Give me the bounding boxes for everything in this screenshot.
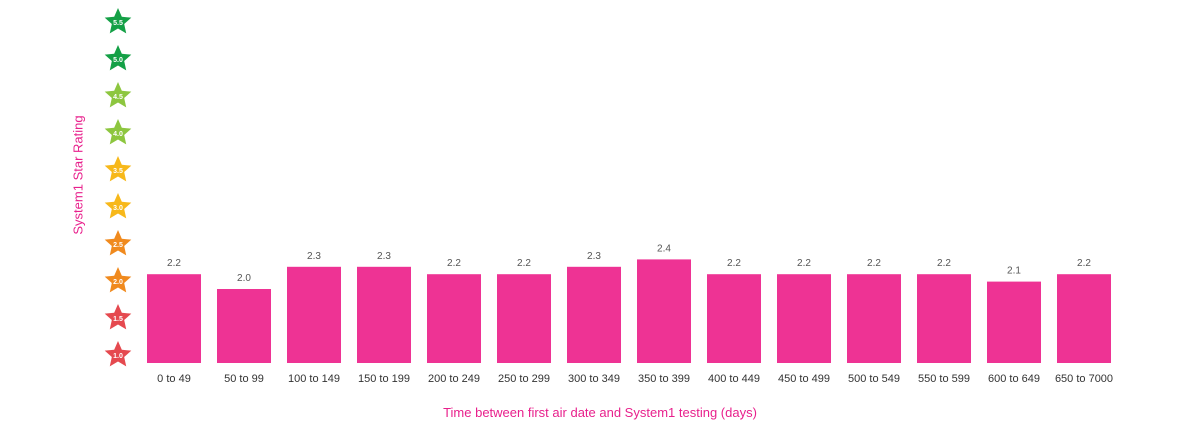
y-tick-label: 2.0	[113, 279, 123, 286]
y-tick-label: 2.5	[113, 242, 123, 249]
y-tick-star-icon	[104, 304, 132, 330]
y-tick-label: 4.0	[113, 131, 123, 138]
bar	[567, 266, 621, 363]
x-tick-label: 500 to 549	[848, 373, 900, 385]
y-tick-star-icon	[104, 119, 132, 145]
y-tick-star-icon	[104, 8, 132, 34]
x-tick-label: 350 to 399	[638, 373, 690, 385]
bar	[147, 274, 201, 363]
y-tick-label: 3.5	[113, 168, 123, 175]
bar	[987, 281, 1041, 363]
x-tick-label: 450 to 499	[778, 373, 830, 385]
bar	[1057, 274, 1111, 363]
bar-value-label: 2.2	[797, 258, 811, 269]
x-tick-label: 50 to 99	[224, 373, 264, 385]
bar-value-label: 2.2	[1077, 258, 1091, 269]
bar-value-label: 2.0	[237, 273, 251, 284]
x-tick-label: 150 to 199	[358, 373, 410, 385]
bar	[847, 274, 901, 363]
bar-value-label: 2.4	[657, 243, 671, 254]
y-tick-label: 5.5	[113, 20, 123, 27]
bar-value-label: 2.3	[307, 251, 321, 262]
y-tick-star-icon	[104, 267, 132, 293]
y-tick-label: 1.5	[113, 316, 123, 323]
x-tick-label: 100 to 149	[288, 373, 340, 385]
y-tick-label: 4.5	[113, 94, 123, 101]
bar	[427, 274, 481, 363]
bar	[357, 266, 411, 363]
bar-value-label: 2.3	[587, 251, 601, 262]
bar	[637, 259, 691, 363]
bar-value-label: 2.2	[937, 258, 951, 269]
x-tick-label: 600 to 649	[988, 373, 1040, 385]
bar	[217, 289, 271, 363]
bar	[917, 274, 971, 363]
bar	[777, 274, 831, 363]
x-tick-label: 550 to 599	[918, 373, 970, 385]
y-tick-star-icon	[104, 193, 132, 219]
y-tick-label: 3.0	[113, 205, 123, 212]
bar	[707, 274, 761, 363]
bar-value-label: 2.1	[1007, 266, 1021, 277]
x-tick-label: 0 to 49	[157, 373, 191, 385]
x-axis-title: Time between first air date and System1 …	[443, 405, 757, 420]
bar-value-label: 2.2	[867, 258, 881, 269]
x-tick-label: 300 to 349	[568, 373, 620, 385]
x-tick-label: 200 to 249	[428, 373, 480, 385]
y-tick-star-icon	[104, 82, 132, 108]
x-tick-label: 400 to 449	[708, 373, 760, 385]
y-axis-title: System1 Star Rating	[70, 115, 86, 235]
bar-value-label: 2.2	[727, 258, 741, 269]
y-tick-label: 1.0	[113, 353, 123, 360]
y-tick-star-icon	[104, 341, 132, 367]
y-tick-star-icon	[104, 156, 132, 182]
bar	[287, 266, 341, 363]
x-tick-label: 650 to 7000	[1055, 373, 1113, 385]
bar-value-label: 2.3	[377, 251, 391, 262]
bar-value-label: 2.2	[517, 258, 531, 269]
y-tick-star-icon	[104, 45, 132, 71]
bar-value-label: 2.2	[447, 258, 461, 269]
y-tick-star-icon	[104, 230, 132, 256]
x-tick-label: 250 to 299	[498, 373, 550, 385]
y-tick-label: 5.0	[113, 57, 123, 64]
bar-value-label: 2.2	[167, 258, 181, 269]
bar	[497, 274, 551, 363]
